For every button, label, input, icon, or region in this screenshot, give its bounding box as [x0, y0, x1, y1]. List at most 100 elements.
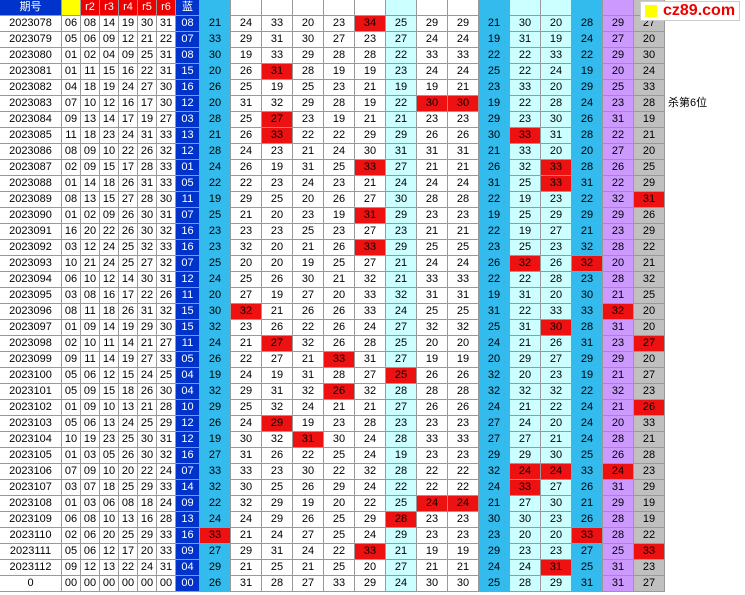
num-cell: 20 — [541, 416, 572, 432]
blue-ball: 11 — [176, 336, 200, 352]
num-cell: 21 — [231, 208, 262, 224]
header-red: r5 — [138, 0, 157, 16]
issue: 2023088 — [0, 176, 62, 192]
num-cell: 29 — [200, 560, 231, 576]
header-col — [603, 0, 634, 16]
header-col — [572, 0, 603, 16]
num-cell: 24 — [479, 400, 510, 416]
num-cell: 32 — [634, 272, 665, 288]
red-ball: 01 — [62, 400, 81, 416]
num-cell: 33 — [262, 16, 293, 32]
num-cell: 26 — [479, 160, 510, 176]
num-cell: 22 — [293, 128, 324, 144]
num-cell: 26 — [324, 320, 355, 336]
num-cell: 27 — [293, 528, 324, 544]
red-ball: 08 — [81, 512, 100, 528]
num-cell: 31 — [603, 112, 634, 128]
num-cell: 29 — [231, 192, 262, 208]
num-cell: 21 — [324, 272, 355, 288]
red-ball: 23 — [100, 432, 119, 448]
num-cell: 29 — [603, 208, 634, 224]
num-cell: 23 — [448, 208, 479, 224]
num-cell: 27 — [541, 224, 572, 240]
num-cell: 25 — [200, 208, 231, 224]
red-ball: 03 — [62, 288, 81, 304]
num-cell: 33 — [448, 272, 479, 288]
red-ball: 22 — [138, 288, 157, 304]
red-ball: 19 — [81, 432, 100, 448]
issue: 2023102 — [0, 400, 62, 416]
num-cell: 19 — [262, 160, 293, 176]
header-red: r4 — [119, 0, 138, 16]
num-cell: 31 — [448, 288, 479, 304]
num-cell: 23 — [510, 544, 541, 560]
num-cell: 29 — [231, 384, 262, 400]
num-cell: 23 — [603, 96, 634, 112]
red-ball: 24 — [138, 368, 157, 384]
num-cell: 30 — [417, 576, 448, 592]
num-cell: 29 — [386, 240, 417, 256]
red-ball: 00 — [100, 576, 119, 592]
num-cell: 33 — [200, 528, 231, 544]
red-ball: 29 — [138, 528, 157, 544]
num-cell: 20 — [634, 304, 665, 320]
issue: 2023094 — [0, 272, 62, 288]
red-ball: 19 — [100, 80, 119, 96]
num-cell: 29 — [541, 576, 572, 592]
num-cell: 34 — [355, 16, 386, 32]
red-ball: 30 — [138, 208, 157, 224]
num-cell: 21 — [355, 80, 386, 96]
red-ball: 32 — [138, 240, 157, 256]
num-cell: 22 — [634, 528, 665, 544]
red-ball: 33 — [157, 480, 176, 496]
issue: 2023089 — [0, 192, 62, 208]
num-cell: 19 — [541, 32, 572, 48]
num-cell: 21 — [479, 496, 510, 512]
num-cell: 19 — [417, 352, 448, 368]
blue-ball: 07 — [176, 208, 200, 224]
num-cell: 23 — [541, 240, 572, 256]
red-ball: 09 — [62, 560, 81, 576]
num-cell: 21 — [448, 160, 479, 176]
num-cell: 29 — [262, 496, 293, 512]
blue-ball: 01 — [176, 160, 200, 176]
num-cell: 25 — [324, 256, 355, 272]
num-cell: 29 — [510, 352, 541, 368]
num-cell: 32 — [479, 384, 510, 400]
num-cell: 21 — [386, 272, 417, 288]
num-cell: 26 — [448, 400, 479, 416]
note: 杀第6位 — [668, 97, 708, 109]
issue: 2023098 — [0, 336, 62, 352]
num-cell: 24 — [355, 448, 386, 464]
red-ball: 15 — [100, 192, 119, 208]
num-cell: 29 — [231, 32, 262, 48]
red-ball: 22 — [138, 64, 157, 80]
red-ball: 18 — [81, 128, 100, 144]
num-cell: 22 — [386, 96, 417, 112]
num-cell: 25 — [510, 208, 541, 224]
num-cell: 28 — [572, 160, 603, 176]
red-ball: 30 — [138, 448, 157, 464]
num-cell: 31 — [510, 320, 541, 336]
red-ball: 00 — [138, 576, 157, 592]
blue-ball: 09 — [176, 496, 200, 512]
num-cell: 22 — [572, 192, 603, 208]
num-cell: 24 — [355, 320, 386, 336]
num-cell: 22 — [324, 544, 355, 560]
num-cell: 28 — [603, 512, 634, 528]
num-cell: 28 — [603, 432, 634, 448]
num-cell: 21 — [603, 400, 634, 416]
red-ball: 10 — [100, 144, 119, 160]
num-cell: 22 — [355, 496, 386, 512]
num-cell: 23 — [324, 80, 355, 96]
num-cell: 20 — [541, 16, 572, 32]
num-cell: 33 — [417, 48, 448, 64]
num-cell: 24 — [479, 480, 510, 496]
num-cell: 31 — [541, 560, 572, 576]
num-cell: 22 — [293, 448, 324, 464]
num-cell: 26 — [262, 320, 293, 336]
num-cell: 29 — [634, 480, 665, 496]
red-ball: 13 — [119, 400, 138, 416]
header-col — [386, 0, 417, 16]
red-ball: 07 — [62, 96, 81, 112]
